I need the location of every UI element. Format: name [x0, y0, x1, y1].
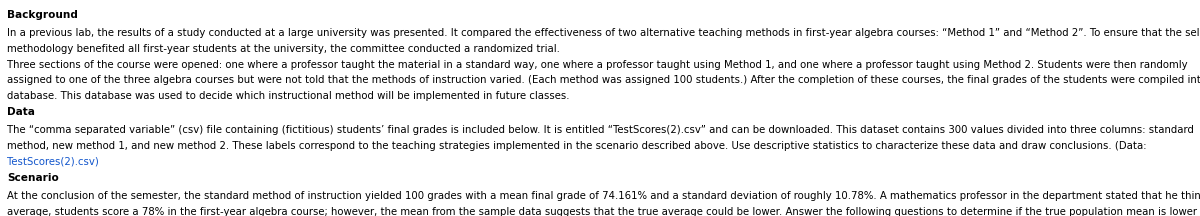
Text: The “comma separated variable” (csv) file containing (fictitious) students’ fina: The “comma separated variable” (csv) fil…: [7, 125, 1194, 135]
Text: In a previous lab, the results of a study conducted at a large university was pr: In a previous lab, the results of a stud…: [7, 28, 1200, 38]
Text: Data: Data: [7, 107, 35, 117]
Text: TestScores(2).csv): TestScores(2).csv): [7, 157, 100, 167]
Text: Background: Background: [7, 10, 78, 20]
Text: assigned to one of the three algebra courses but were not told that the methods : assigned to one of the three algebra cou…: [7, 75, 1200, 85]
Text: At the conclusion of the semester, the standard method of instruction yielded 10: At the conclusion of the semester, the s…: [7, 191, 1200, 201]
Text: database. This database was used to decide which instructional method will be im: database. This database was used to deci…: [7, 91, 570, 101]
Text: Scenario: Scenario: [7, 173, 59, 183]
Text: Three sections of the course were opened: one where a professor taught the mater: Three sections of the course were opened…: [7, 60, 1188, 70]
Text: methodology benefited all first-year students at the university, the committee c: methodology benefited all first-year stu…: [7, 44, 560, 54]
Text: method, new method 1, and new method 2. These labels correspond to the teaching : method, new method 1, and new method 2. …: [7, 141, 1147, 151]
Text: average, students score a 78% in the first-year algebra course; however, the mea: average, students score a 78% in the fir…: [7, 207, 1200, 216]
